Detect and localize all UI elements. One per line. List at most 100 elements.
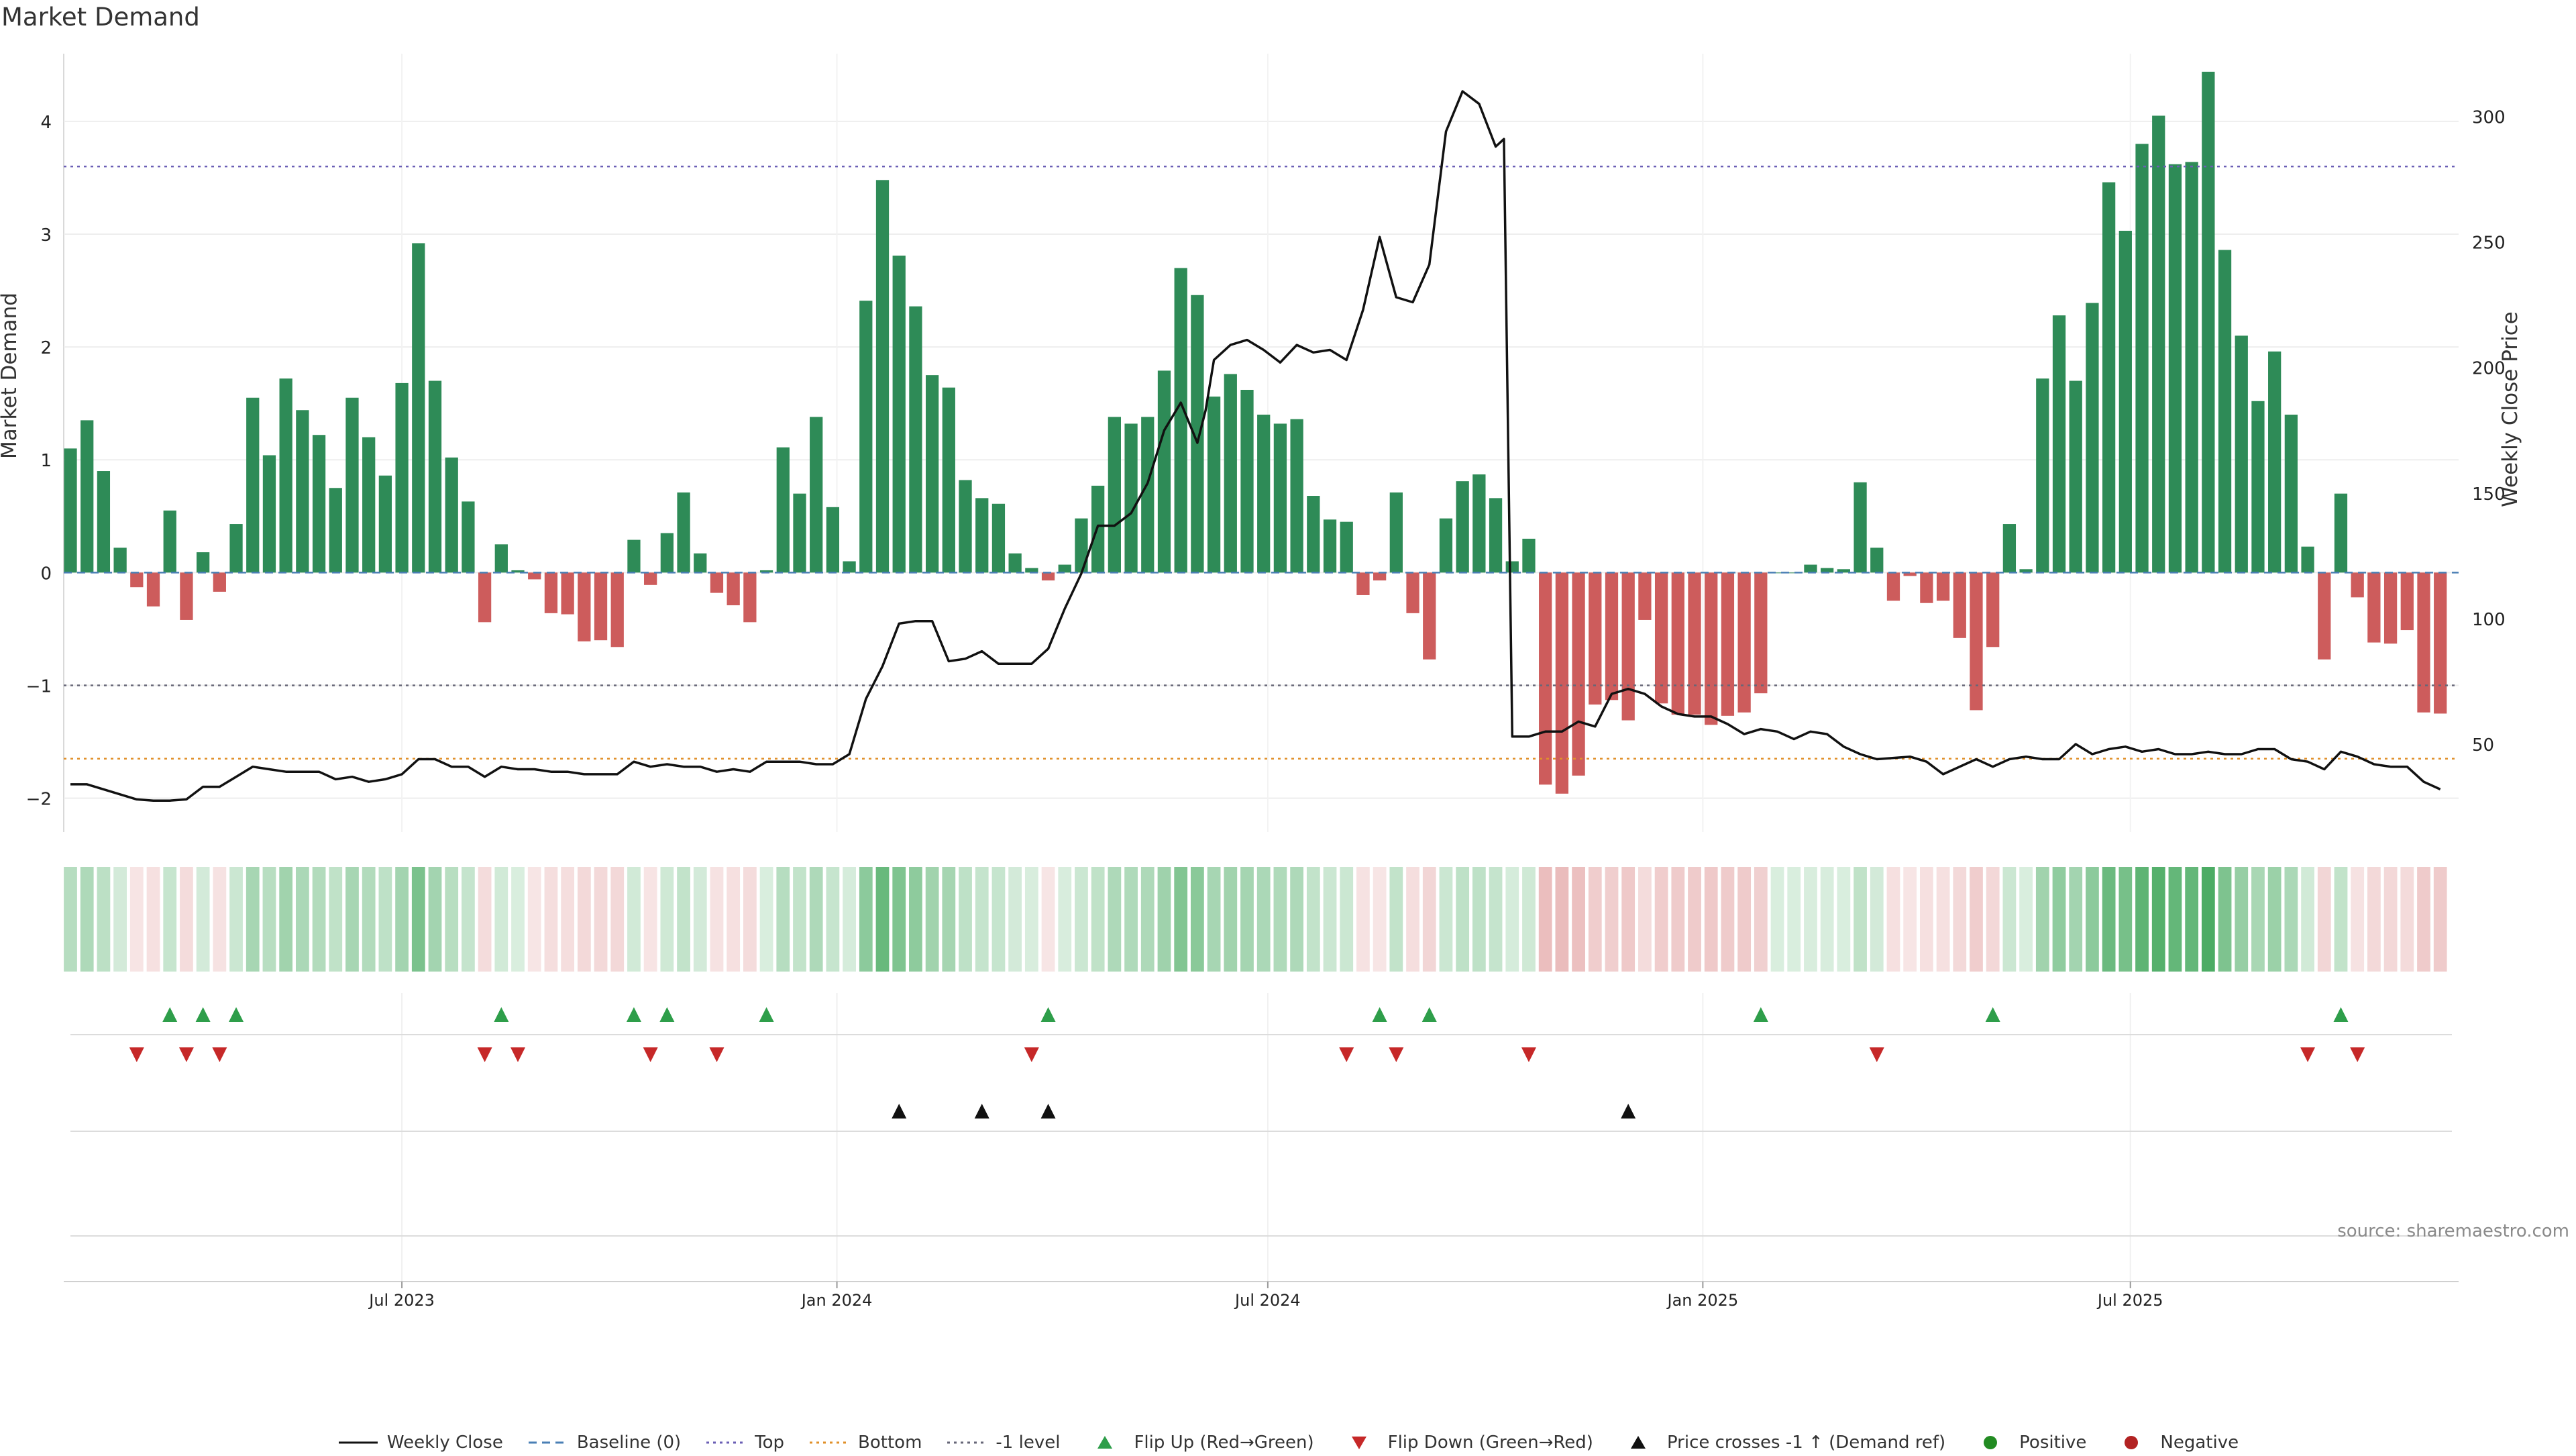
demand-bar: [925, 375, 939, 573]
demand-bar: [1273, 423, 1287, 573]
heat-cell: [196, 867, 210, 972]
heat-cell: [2400, 867, 2414, 972]
demand-bar: [180, 572, 193, 620]
heat-cell: [925, 867, 939, 972]
y-tick-label: −2: [26, 790, 52, 810]
y2-tick-label: 250: [2472, 233, 2506, 254]
demand-bar: [942, 387, 955, 573]
heat-cell: [1389, 867, 1403, 972]
heat-cell: [2235, 867, 2249, 972]
heat-cell: [1522, 867, 1536, 972]
heat-cell: [312, 867, 326, 972]
heat-cell: [2433, 867, 2447, 972]
heat-cell: [97, 867, 111, 972]
heat-cell: [909, 867, 922, 972]
y-tick-label: 0: [40, 564, 52, 584]
heat-cell: [875, 867, 890, 972]
flip-up-marker: [1753, 1007, 1768, 1022]
heat-cell: [1970, 867, 1983, 972]
heat-cell: [1157, 867, 1171, 972]
heat-cell: [1373, 867, 1387, 972]
flip-down-marker: [1869, 1047, 1884, 1062]
heat-cell: [1256, 867, 1271, 972]
demand-bar: [1356, 572, 1370, 595]
flip-down-marker: [643, 1047, 658, 1062]
legend-label: Bottom: [858, 1433, 922, 1453]
demand-bar: [2086, 303, 2099, 573]
demand-bar: [1572, 572, 1585, 776]
demand-bar: [1406, 572, 1419, 613]
demand-bar: [776, 447, 790, 573]
heat-cell: [2351, 867, 2365, 972]
x-tick-label: Jul 2023: [368, 1291, 435, 1310]
demand-bar: [1323, 519, 1337, 573]
heat-cell: [1837, 867, 1851, 972]
x-tick-label: Jan 2024: [800, 1291, 873, 1310]
x-tick-label: Jul 2025: [2096, 1291, 2163, 1310]
demand-bar: [644, 572, 657, 585]
demand-bar: [345, 397, 359, 573]
demand-bar: [462, 501, 475, 573]
demand-bar: [2251, 401, 2265, 573]
demand-bar: [610, 572, 624, 647]
demand-bar: [1439, 518, 1453, 573]
demand-bar: [759, 570, 773, 573]
heat-cell: [1770, 867, 1784, 972]
heat-cell: [362, 867, 376, 972]
demand-bar: [1025, 568, 1038, 573]
flip-down-marker: [178, 1047, 194, 1062]
demand-bar: [97, 471, 111, 573]
heat-cell: [1903, 867, 1917, 972]
heat-cell: [478, 867, 492, 972]
demand-bar: [2434, 572, 2447, 714]
heat-cell: [743, 867, 757, 972]
demand-bar: [875, 180, 890, 573]
flip-up-marker: [494, 1007, 509, 1022]
heat-cell: [1140, 867, 1155, 972]
legend-swatch: [1984, 1436, 1998, 1449]
demand-bar: [2367, 572, 2381, 643]
heat-cell: [1075, 867, 1088, 972]
heat-cell: [959, 867, 972, 972]
heat-cell: [1058, 867, 1072, 972]
demand-bar: [2383, 572, 2398, 644]
heat-cell: [1273, 867, 1287, 972]
demand-bar: [1970, 572, 1983, 711]
demand-bar: [2235, 335, 2248, 573]
demand-bar: [1621, 572, 1635, 721]
heat-cell: [710, 867, 724, 972]
price-cross-marker: [892, 1104, 907, 1119]
heat-cell: [1290, 867, 1303, 972]
demand-bar: [2351, 572, 2364, 598]
heat-cell: [180, 867, 193, 972]
demand-bar: [660, 533, 674, 573]
heat-cell: [1671, 867, 1685, 972]
demand-bar: [362, 437, 376, 573]
heat-cell: [677, 867, 690, 972]
demand-bar: [2135, 144, 2149, 573]
demand-bar: [1953, 572, 1966, 638]
heat-cell: [1854, 867, 1867, 972]
y2-tick-label: 50: [2472, 735, 2494, 756]
heat-cell: [1091, 867, 1105, 972]
flip-up-marker: [1421, 1007, 1437, 1022]
demand-bar: [1423, 572, 1436, 660]
heat-cell: [594, 867, 608, 972]
demand-bar: [1041, 572, 1055, 581]
demand-bar: [2284, 414, 2298, 573]
heat-cell: [1538, 867, 1552, 972]
demand-bar: [312, 435, 326, 573]
heat-cell: [1754, 867, 1768, 972]
heat-cell: [1721, 867, 1735, 972]
demand-bar: [1257, 414, 1271, 573]
demand-bar: [511, 570, 525, 573]
heat-cell: [527, 867, 541, 972]
demand-bar: [412, 243, 425, 573]
demand-bar: [1589, 572, 1602, 705]
heat-cell: [213, 867, 227, 972]
demand-bar: [1936, 572, 1950, 601]
heat-cell: [262, 867, 276, 972]
flip-up-marker: [2333, 1007, 2349, 1022]
heat-cell: [759, 867, 773, 972]
